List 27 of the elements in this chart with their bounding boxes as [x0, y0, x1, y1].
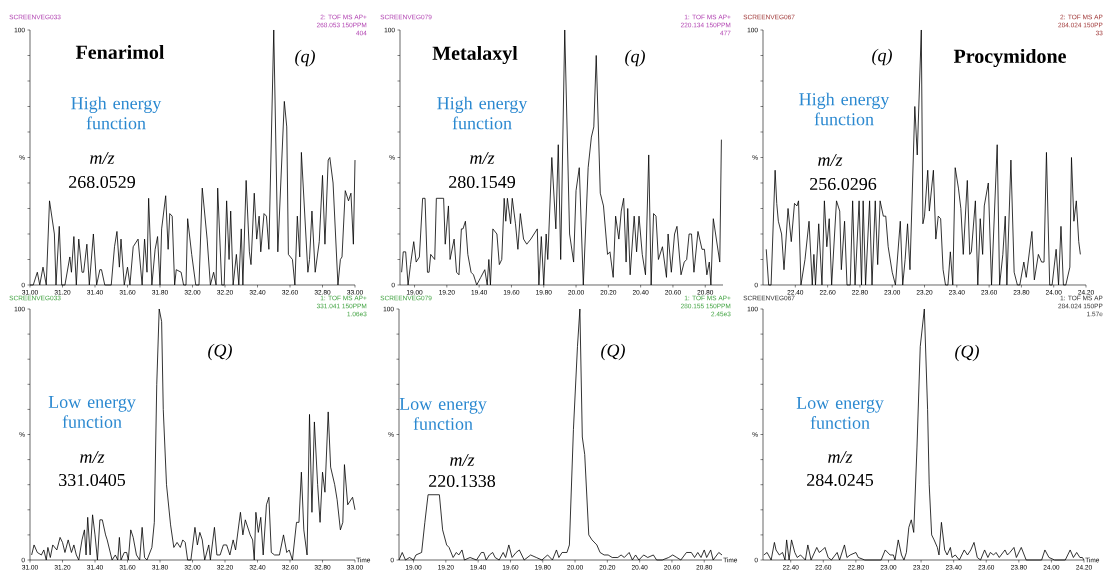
- annotation: High energy function: [799, 92, 890, 126]
- annotation: High energy function: [437, 96, 528, 130]
- annotation: m/z: [828, 450, 853, 463]
- annotation: 280.1549: [449, 175, 516, 189]
- annotation: 284.0245: [807, 473, 874, 487]
- annotation: m/z: [80, 450, 105, 463]
- annotation: Low energy function: [48, 396, 136, 428]
- annotation: (q): [295, 49, 315, 67]
- annotation: High energy function: [71, 96, 162, 130]
- annotation: m/z: [470, 151, 495, 165]
- annotation: Low energy function: [399, 398, 487, 430]
- annotation: 331.0405: [59, 473, 126, 487]
- annotation: (Q): [601, 343, 625, 361]
- annotation: (Q): [955, 344, 979, 362]
- annotation: (q): [625, 49, 645, 67]
- annotation: 268.0529: [69, 175, 135, 189]
- annotation: 220.1338: [429, 474, 496, 488]
- annotation: (Q): [208, 343, 232, 361]
- text: Metalaxyl: [432, 45, 518, 65]
- text: Procymidone: [953, 48, 1066, 68]
- annotation: m/z: [90, 151, 115, 165]
- text: Fenarimol: [75, 44, 165, 60]
- annotation: m/z: [818, 153, 843, 167]
- annotation: m/z: [450, 453, 475, 467]
- annotation: (q): [872, 48, 892, 66]
- annotation: Low energy function: [796, 397, 884, 429]
- annotation: 256.0296: [810, 177, 877, 191]
